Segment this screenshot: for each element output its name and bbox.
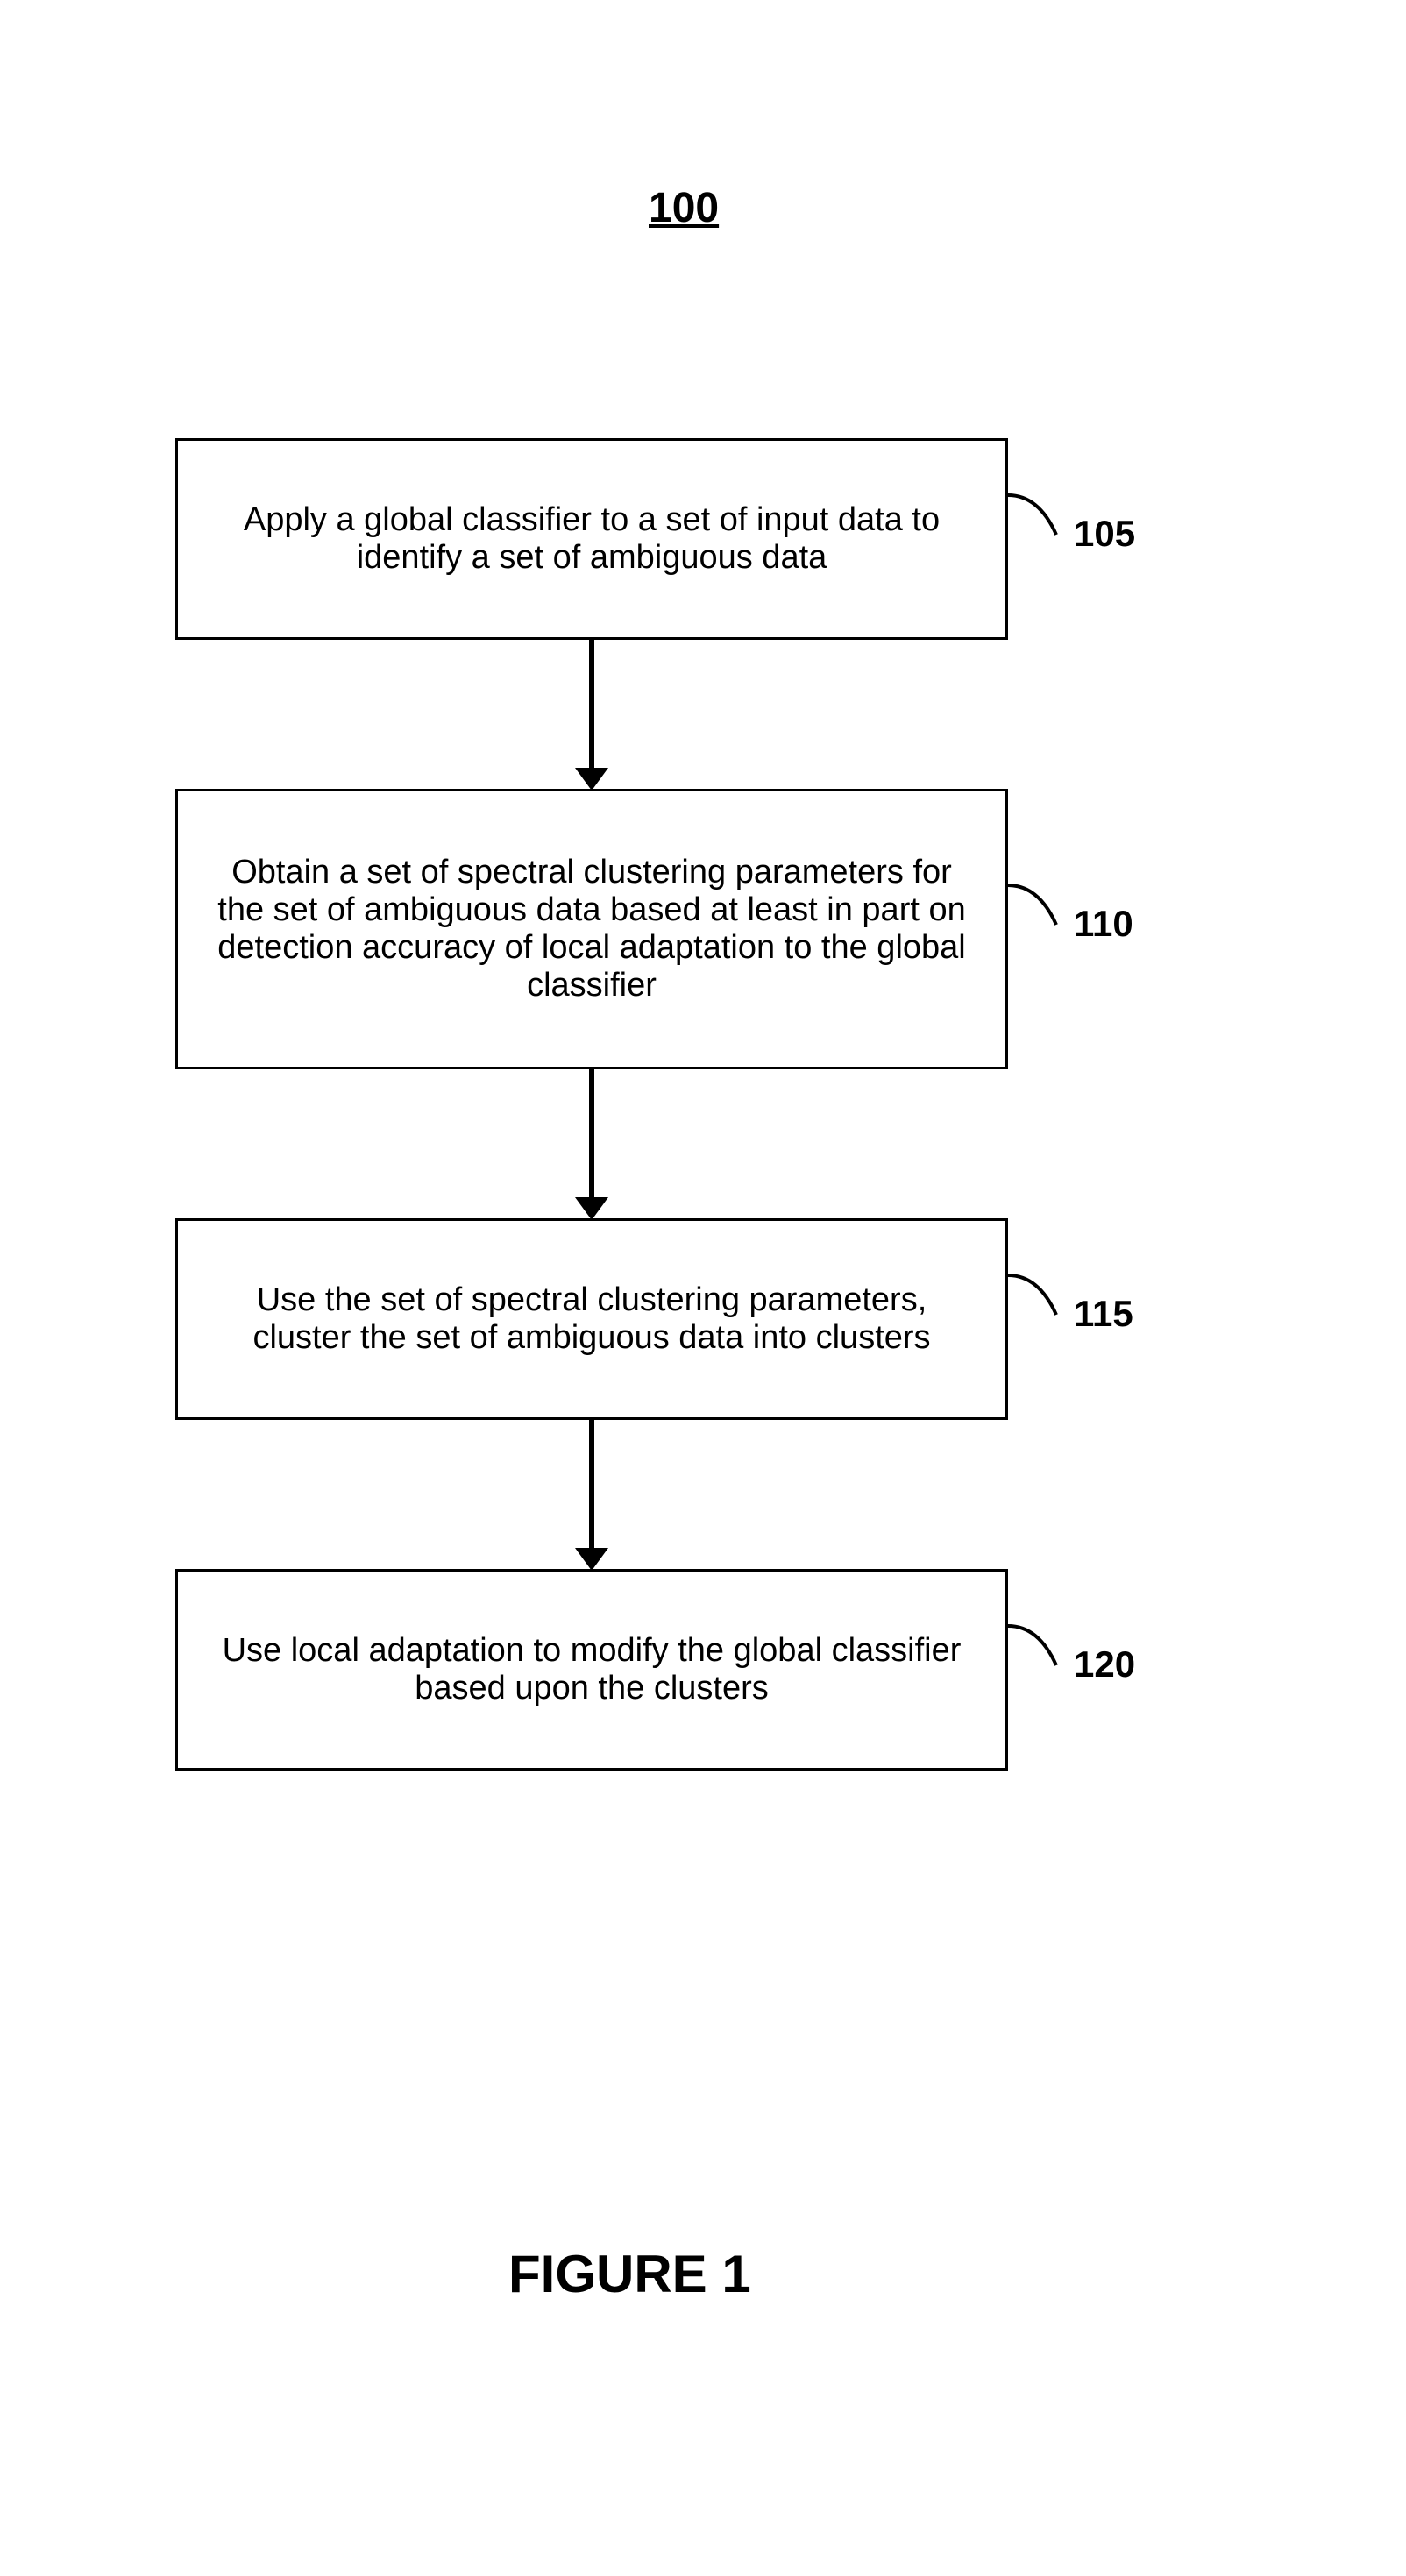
step-box-110: Obtain a set of spectral clustering para… (175, 789, 1008, 1069)
step-box-105: Apply a global classifier to a set of in… (175, 438, 1008, 640)
leader-120 (1008, 1622, 1069, 1674)
arrow-1 (589, 640, 594, 789)
arrow-3 (589, 1420, 594, 1569)
step-text: Use local adaptation to modify the globa… (213, 1632, 970, 1707)
ref-label-105: 105 (1074, 513, 1135, 555)
step-text: Use the set of spectral clustering param… (213, 1281, 970, 1357)
step-box-120: Use local adaptation to modify the globa… (175, 1569, 1008, 1771)
figure-number: 100 (649, 184, 719, 232)
arrow-2 (589, 1069, 594, 1218)
ref-label-115: 115 (1074, 1293, 1133, 1335)
leader-110 (1008, 881, 1069, 933)
step-text: Obtain a set of spectral clustering para… (213, 854, 970, 1004)
flowchart-container: 100 Apply a global classifier to a set o… (0, 0, 1406, 2576)
leader-115 (1008, 1271, 1069, 1323)
step-text: Apply a global classifier to a set of in… (213, 501, 970, 577)
ref-label-110: 110 (1074, 903, 1133, 945)
figure-caption: FIGURE 1 (508, 2244, 751, 2304)
ref-label-120: 120 (1074, 1643, 1135, 1685)
step-box-115: Use the set of spectral clustering param… (175, 1218, 1008, 1420)
leader-105 (1008, 491, 1069, 543)
